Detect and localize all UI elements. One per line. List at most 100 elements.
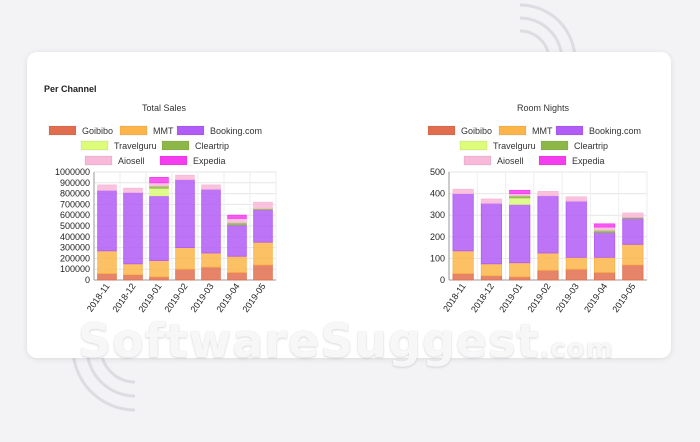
bar-segment-mmt[interactable] [253,241,273,266]
bar-segment-goibibo[interactable] [123,274,143,281]
bar-segment-bookingcom[interactable] [537,195,559,254]
bar-segment-bookingcom[interactable] [593,232,616,258]
legend-label[interactable]: Travelguru [493,141,536,151]
legend-swatch-travelguru[interactable] [459,140,488,151]
bar-segment-aiosell[interactable] [565,196,587,202]
x-tick-label: 2019-02 [163,281,190,314]
bar-segment-expedia[interactable] [509,189,531,195]
legend-label[interactable]: Cleartrip [195,141,229,151]
x-tick-label: 2019-03 [554,281,581,314]
legend-label[interactable]: Expedia [572,156,605,166]
bar-segment-goibibo[interactable] [175,268,195,281]
x-tick-label: 2018-12 [469,281,496,314]
legend-label[interactable]: Goibibo [461,126,492,136]
legend-label[interactable]: Travelguru [114,141,157,151]
bar-segment-travelguru[interactable] [509,197,531,205]
bar-segment-bookingcom[interactable] [565,200,587,258]
legend-swatch-mmt[interactable] [498,125,527,136]
y-tick-label: 600000 [60,210,90,220]
bar-segment-bookingcom[interactable] [201,188,221,254]
legend-swatch-bookingcom[interactable] [555,125,584,136]
legend-swatch-cleartrip[interactable] [161,140,190,151]
bar-segment-mmt[interactable] [480,263,503,277]
legend-swatch-cleartrip[interactable] [540,140,569,151]
bar-segment-aiosell[interactable] [123,187,143,193]
bar-segment-aiosell[interactable] [175,174,195,180]
legend-label[interactable]: Expedia [193,156,226,166]
bar-segment-aiosell[interactable] [253,201,273,210]
bar-segment-mmt[interactable] [593,256,616,273]
bar-segment-mmt[interactable] [509,262,531,278]
bar-segment-mmt[interactable] [537,252,559,271]
bar-segment-bookingcom[interactable] [149,195,169,261]
watermark: SoftwareSuggest.com [78,314,614,368]
bar-segment-aiosell[interactable] [622,212,644,218]
legend-label[interactable]: Cleartrip [574,141,608,151]
bar-segment-mmt[interactable] [123,263,143,276]
bar-segment-goibibo[interactable] [227,272,247,281]
bar-segment-mmt[interactable] [97,250,117,274]
bar-segment-mmt[interactable] [201,252,221,268]
bar-segment-expedia[interactable] [593,223,616,228]
x-tick-label: 2019-05 [610,281,637,314]
bar-segment-aiosell[interactable] [452,188,474,194]
legend-swatch-aiosell[interactable] [463,155,492,166]
bar-segment-mmt[interactable] [227,255,247,273]
bar-segment-bookingcom[interactable] [123,192,143,265]
legend-label[interactable]: Booking.com [210,126,262,136]
bar-segment-bookingcom[interactable] [480,202,503,265]
legend-swatch-bookingcom[interactable] [176,125,205,136]
bar-segment-aiosell[interactable] [480,198,503,204]
bar-segment-goibibo[interactable] [622,264,644,281]
legend-swatch-goibibo[interactable] [48,125,77,136]
bar-segment-goibibo[interactable] [201,266,221,281]
legend-label[interactable]: Aiosell [497,156,524,166]
bar-segment-bookingcom[interactable] [97,189,117,252]
bar-segment-goibibo[interactable] [537,269,559,281]
bar-segment-goibibo[interactable] [97,273,117,281]
bar-segment-aiosell[interactable] [201,184,221,190]
legend-label[interactable]: MMT [153,126,174,136]
legend-swatch-travelguru[interactable] [80,140,109,151]
legend-swatch-expedia[interactable] [538,155,567,166]
legend-label[interactable]: Aiosell [118,156,145,166]
bar-segment-bookingcom[interactable] [175,179,195,248]
bar-segment-mmt[interactable] [149,260,169,278]
bar-segment-travelguru[interactable] [149,187,169,197]
bar-segment-bookingcom[interactable] [622,218,644,245]
bar-segment-aiosell[interactable] [97,184,117,191]
bar-segment-goibibo[interactable] [452,273,474,281]
legend-swatch-mmt[interactable] [119,125,148,136]
x-tick-label: 2018-11 [85,281,112,313]
bar-segment-bookingcom[interactable] [452,193,474,252]
y-tick-label: 500000 [60,221,90,231]
bar-segment-mmt[interactable] [565,256,587,270]
bar-segment-goibibo[interactable] [253,264,273,281]
bar-segment-mmt[interactable] [452,250,474,274]
bar-segment-goibibo[interactable] [480,275,503,281]
bar-segment-expedia[interactable] [227,214,247,219]
bar-segment-expedia[interactable] [149,177,169,184]
x-tick-label: 2019-01 [137,281,164,314]
legend-label[interactable]: Booking.com [589,126,641,136]
bar-segment-aiosell[interactable] [227,218,247,224]
bar-segment-aiosell[interactable] [593,226,616,231]
legend-swatch-goibibo[interactable] [427,125,456,136]
bar-segment-goibibo[interactable] [149,276,169,281]
y-tick-label: 900000 [60,178,90,188]
legend-swatch-aiosell[interactable] [84,155,113,166]
y-tick-label: 200000 [60,253,90,263]
bar-segment-goibibo[interactable] [593,272,616,281]
bar-segment-mmt[interactable] [622,243,644,266]
bar-segment-mmt[interactable] [175,247,195,270]
legend-swatch-expedia[interactable] [159,155,188,166]
bar-segment-aiosell[interactable] [537,191,559,197]
bar-segment-bookingcom[interactable] [253,209,273,243]
bar-segment-goibibo[interactable] [565,268,587,281]
bar-segment-aiosell[interactable] [149,182,169,187]
bar-segment-goibibo[interactable] [509,276,531,281]
legend-label[interactable]: Goibibo [82,126,113,136]
bar-segment-bookingcom[interactable] [227,224,247,257]
legend-label[interactable]: MMT [532,126,553,136]
bar-segment-bookingcom[interactable] [509,204,531,264]
